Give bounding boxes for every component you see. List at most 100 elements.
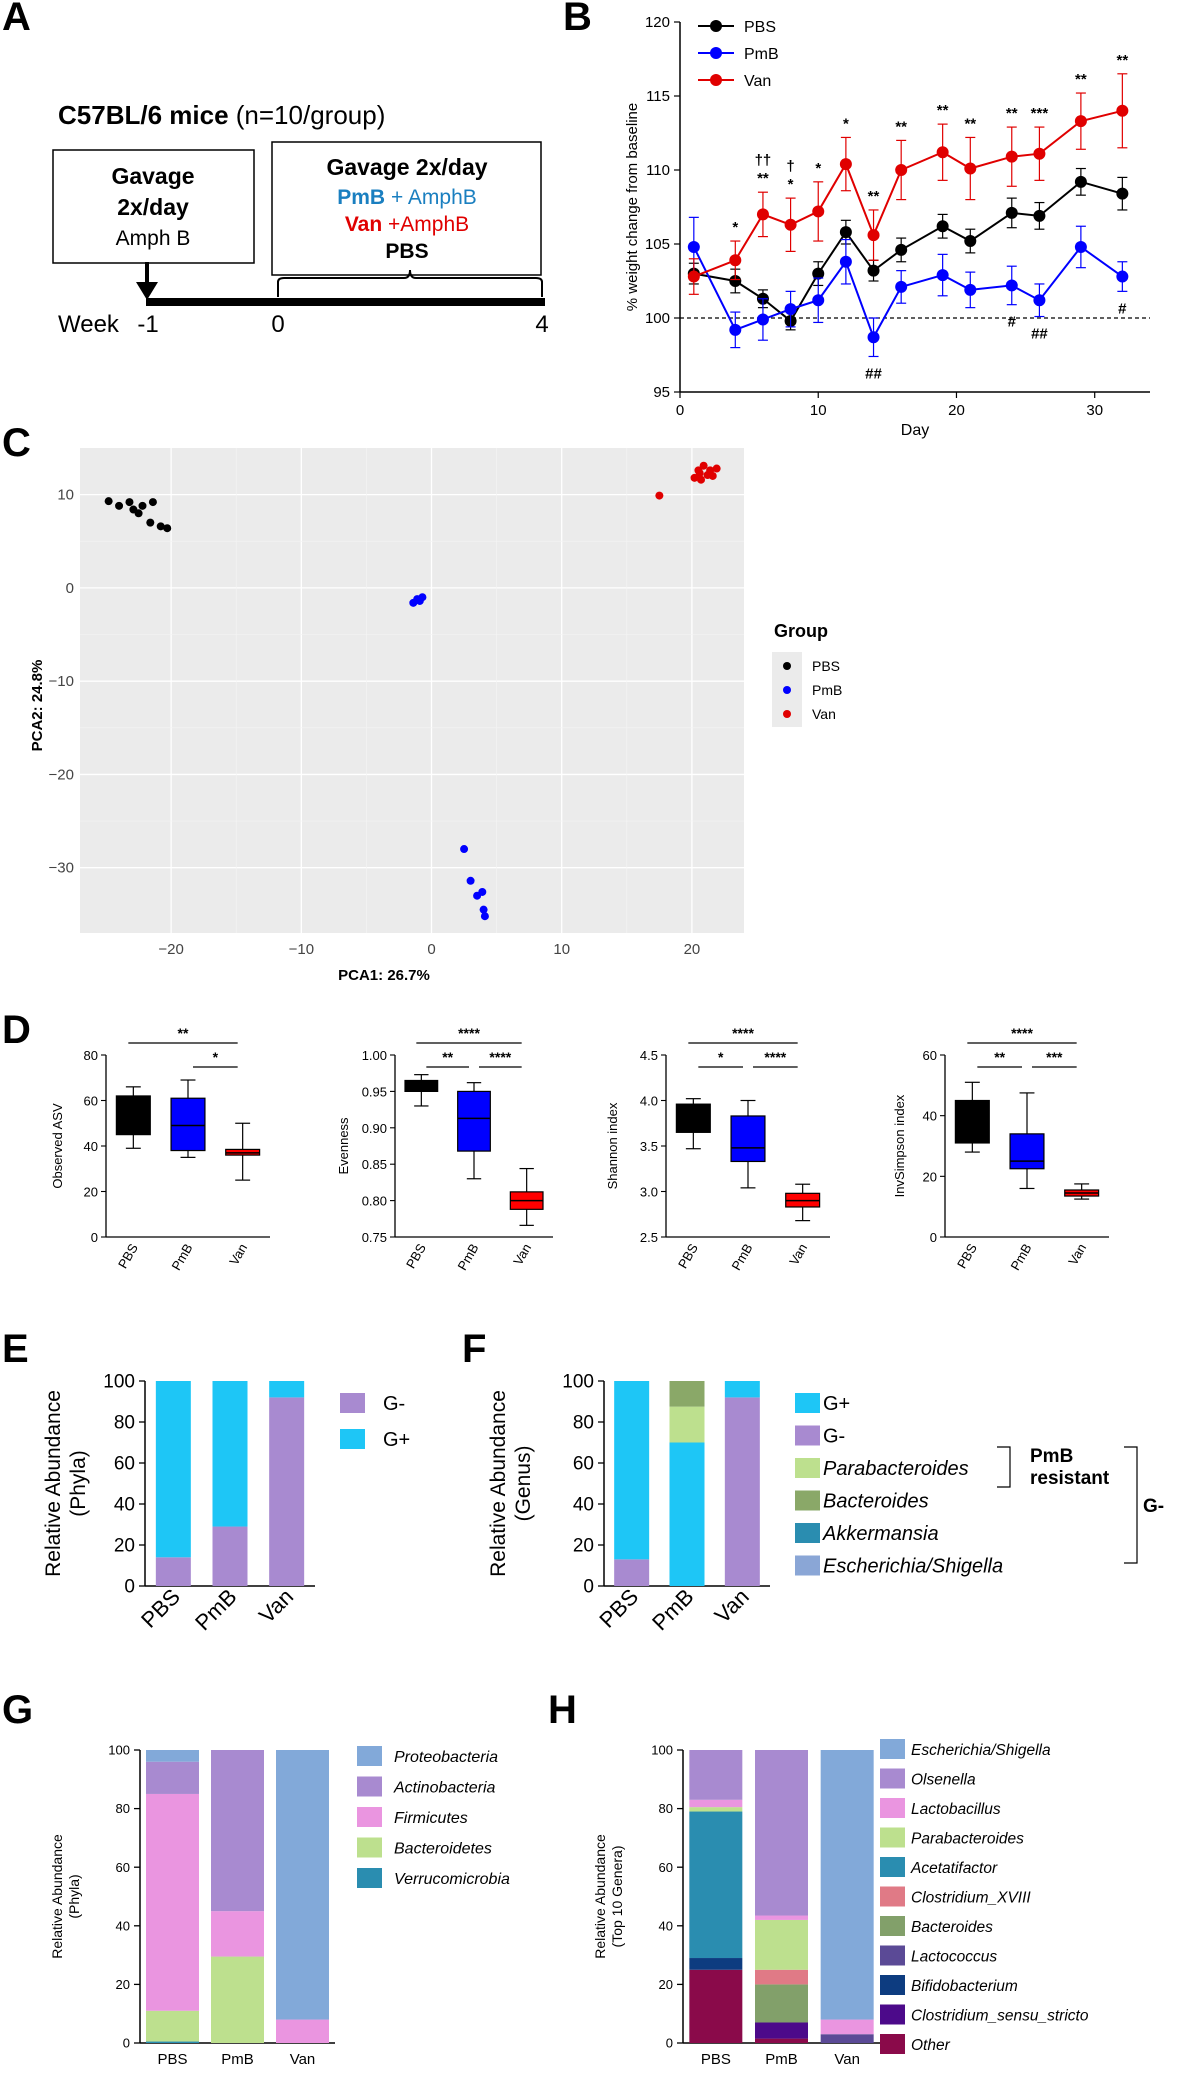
legend-marker bbox=[710, 74, 722, 86]
data-point-pmb bbox=[784, 303, 797, 316]
legend-title: Group bbox=[774, 621, 828, 641]
legend-marker bbox=[783, 686, 791, 694]
box-pbs bbox=[115, 1095, 151, 1136]
legend-swatch bbox=[880, 1827, 905, 1848]
bar-segment-escherichia-shigella bbox=[820, 1750, 874, 2020]
y-tick-label: 110 bbox=[646, 162, 670, 179]
legend-swatch bbox=[795, 1458, 820, 1478]
legend-label: Proteobacteria bbox=[394, 1749, 498, 1766]
x-tick-label: PmB bbox=[1008, 1241, 1035, 1273]
bar-segment-lactobacillus bbox=[755, 1915, 808, 1920]
y-tick-label: 0 bbox=[91, 1230, 98, 1245]
data-point-pbs bbox=[1005, 206, 1018, 219]
series-line-van bbox=[693, 109, 1123, 278]
y-tick-label: 0.90 bbox=[362, 1121, 387, 1136]
x-tick-label: Van bbox=[510, 1241, 534, 1268]
data-point-pmb bbox=[1074, 240, 1087, 253]
data-point-pmb bbox=[687, 240, 700, 253]
box-pmb bbox=[457, 1090, 491, 1152]
legend-label: PBS bbox=[812, 658, 840, 674]
y-tick-label: −30 bbox=[49, 860, 74, 877]
panel-c-label: C bbox=[2, 421, 31, 465]
x-tick-label: 0 bbox=[427, 941, 435, 958]
panel-h-label: H bbox=[548, 1688, 577, 1732]
significance-mark: **** bbox=[458, 1025, 480, 1041]
y-tick-label: 100 bbox=[103, 1372, 135, 1393]
data-point-pbs bbox=[895, 243, 908, 256]
scatter-point-van bbox=[699, 461, 708, 470]
legend-label: Escherichia/Shigella bbox=[911, 1742, 1051, 1759]
pmb-name: PmB bbox=[337, 186, 385, 209]
x-tick-label: PmB bbox=[765, 2051, 798, 2068]
x-tick-label: PBS bbox=[675, 1241, 701, 1271]
x-tick-label: Van bbox=[786, 1241, 810, 1268]
legend-swatch bbox=[795, 1523, 820, 1543]
legend-swatch bbox=[880, 1768, 905, 1789]
data-point-van bbox=[784, 218, 797, 231]
significance-mark: * bbox=[718, 1049, 724, 1065]
y-axis-label-line2: (Phyla) bbox=[67, 1450, 90, 1517]
bar-segment-bacteroidetes bbox=[211, 1956, 264, 2043]
panel-b-label: B bbox=[563, 0, 592, 39]
scatter-point-pbs bbox=[104, 497, 113, 506]
y-tick-label: 80 bbox=[573, 1413, 594, 1434]
significance-mark: * bbox=[732, 219, 738, 236]
panel-f-bracket: PmB resistant G- bbox=[997, 1446, 1164, 1564]
bar-segment-verrucomicrobia bbox=[146, 2041, 199, 2043]
y-tick-label: 60 bbox=[659, 1860, 673, 1875]
bar-segment-g- bbox=[614, 1381, 650, 1560]
gavage-box-1-line2: 2x/day bbox=[117, 194, 189, 220]
y-axis-label-line2: (Phyla) bbox=[66, 1874, 82, 1918]
data-point-pbs bbox=[964, 235, 977, 248]
data-point-van bbox=[895, 164, 908, 176]
legend-label: Van bbox=[812, 706, 836, 722]
plot-background bbox=[80, 448, 744, 933]
scatter-point-pbs bbox=[134, 509, 143, 518]
legend-swatch bbox=[880, 1798, 905, 1818]
data-point-pbs bbox=[1116, 187, 1129, 200]
panel-a-title-strain: C57BL/6 mice bbox=[58, 100, 229, 130]
y-tick-label: 20 bbox=[659, 1977, 673, 1992]
data-point-van bbox=[756, 208, 769, 221]
y-tick-label: 40 bbox=[114, 1495, 135, 1516]
legend-swatch bbox=[357, 1837, 382, 1858]
legend-swatch bbox=[357, 1868, 382, 1888]
legend-swatch bbox=[340, 1393, 365, 1413]
y-tick-label: 80 bbox=[659, 1801, 673, 1816]
y-tick-label: 100 bbox=[108, 1743, 130, 1758]
significance-mark: ** bbox=[1117, 52, 1129, 69]
y-axis-label: Evenness bbox=[336, 1117, 351, 1175]
panel-f-chart: 0 20 40 60 80 100 Relative Abundance (Genus) PBS… bbox=[487, 1372, 1003, 1636]
pmb-resistant-label-2: resistant bbox=[1030, 1468, 1110, 1489]
timeline-tick-start: -1 bbox=[137, 311, 158, 338]
legend-swatch bbox=[795, 1490, 820, 1511]
legend-swatch bbox=[880, 2034, 905, 2054]
bar-segment-g- bbox=[212, 1526, 248, 1586]
legend-label: PmB bbox=[812, 682, 842, 698]
significance-mark: ## bbox=[1031, 326, 1048, 343]
y-axis-label-line1: Relative Abundance bbox=[487, 1390, 510, 1577]
data-point-pmb bbox=[1005, 279, 1018, 292]
y-tick-label: 2.5 bbox=[640, 1230, 658, 1245]
bar-segment-g- bbox=[269, 1397, 305, 1586]
data-point-van bbox=[687, 270, 700, 283]
panel-d-label: D bbox=[2, 1008, 31, 1052]
y-tick-label: 0 bbox=[123, 2036, 130, 2051]
gavage-box-2-pbs: PBS bbox=[385, 240, 428, 263]
panel-a-label: A bbox=[2, 0, 31, 39]
bar-segment-g- bbox=[269, 1381, 305, 1398]
van-rest: +AmphB bbox=[382, 213, 469, 236]
data-point-pbs bbox=[812, 267, 825, 280]
legend-swatch bbox=[795, 1555, 820, 1576]
scatter-point-pmb bbox=[480, 912, 489, 921]
y-tick-label: 60 bbox=[573, 1454, 594, 1475]
panel-e-chart: 0 20 40 60 80 100 Relative Abundance (Phyla) PBS… bbox=[42, 1372, 410, 1636]
x-tick-label: Van bbox=[254, 1584, 298, 1628]
y-axis-label-line2: (Top 10 Genera) bbox=[609, 1846, 625, 1948]
scatter-point-pbs bbox=[115, 501, 124, 510]
y-tick-label: 95 bbox=[653, 384, 670, 401]
significance-mark: ** bbox=[868, 188, 880, 205]
bar-segment-lactobacillus bbox=[689, 1799, 743, 1808]
y-tick-label: 100 bbox=[562, 1372, 594, 1393]
